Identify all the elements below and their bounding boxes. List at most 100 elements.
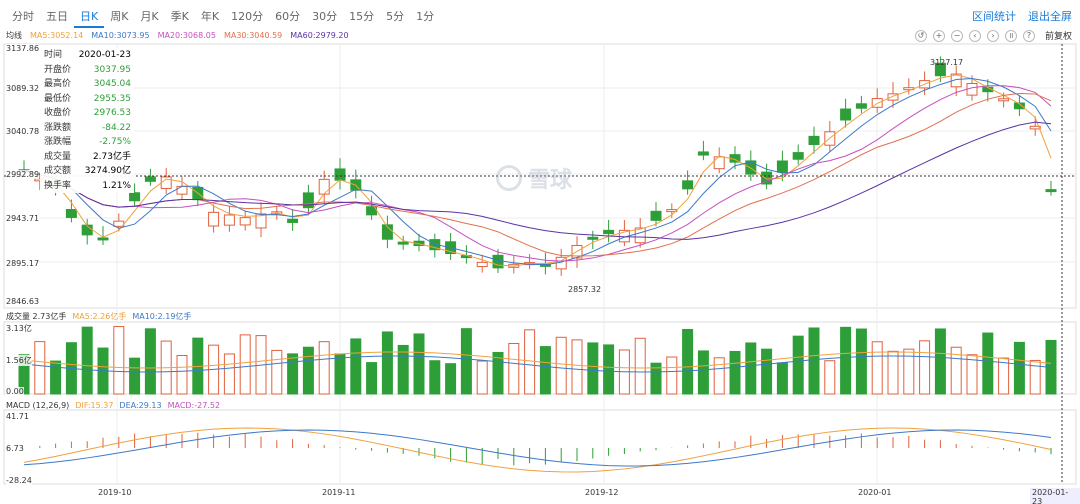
candle: [745, 160, 757, 175]
volume-bar: [603, 344, 615, 395]
tooltip-amount: 3274.90亿: [84, 166, 131, 176]
range-stats-link[interactable]: 区间统计: [972, 10, 1016, 23]
tab-weekly[interactable]: 周K: [110, 10, 129, 23]
tab-15min[interactable]: 15分: [349, 10, 375, 23]
volume-bar: [761, 348, 773, 395]
macd-panel: [3, 409, 1077, 485]
vol-ma10-line: [23, 355, 1052, 373]
tooltip-volume: 2.73亿手: [92, 151, 131, 162]
volume-bar: [855, 328, 867, 395]
tab-120min[interactable]: 120分: [231, 10, 264, 23]
candle: [334, 168, 346, 181]
tab-yearly[interactable]: 年K: [200, 10, 220, 23]
candle: [998, 98, 1010, 102]
back-icon[interactable]: ↺: [914, 29, 927, 42]
candle: [129, 192, 141, 202]
candle: [302, 192, 314, 209]
x-label: 2019-11: [322, 488, 356, 497]
price-tick: 3040.78: [6, 127, 40, 136]
ma60-label: MA60:2979.20: [290, 31, 349, 40]
price-tick: 2846.63: [6, 297, 40, 306]
zoom-in-icon[interactable]: +: [932, 29, 945, 42]
ma-legend: 均线 MA5:3052.14 MA10:3073.95 MA20:3068.05…: [6, 30, 349, 42]
volume-bar: [429, 360, 441, 395]
candle: [603, 229, 615, 235]
macd-tick: 41.71: [6, 412, 29, 421]
tab-1min[interactable]: 1分: [416, 10, 435, 23]
candle: [255, 213, 267, 229]
help-icon[interactable]: ?: [1022, 29, 1035, 42]
volume-bar: [587, 342, 599, 395]
tab-60min[interactable]: 60分: [275, 10, 301, 23]
volume-bar: [223, 353, 235, 395]
tab-30min[interactable]: 30分: [312, 10, 338, 23]
volume-bar: [1029, 359, 1041, 395]
candle: [1045, 189, 1057, 193]
candle: [476, 261, 488, 268]
tab-monthly[interactable]: 月K: [140, 10, 159, 23]
volume-bar: [508, 342, 520, 395]
candle: [239, 217, 251, 226]
tab-daily[interactable]: 日K: [74, 8, 105, 28]
ma20-line: [23, 85, 1052, 262]
volume-bar: [919, 340, 931, 395]
volume-bar: [476, 360, 488, 395]
volume-bar: [745, 342, 757, 395]
prev-icon[interactable]: ‹: [968, 29, 981, 42]
candle: [287, 218, 299, 223]
tooltip-change: -84.22: [101, 122, 131, 133]
next-icon[interactable]: ›: [986, 29, 999, 42]
candle: [855, 103, 867, 109]
tooltip-high: 3045.04: [93, 79, 131, 89]
ma60-line: [23, 121, 1052, 240]
candle: [65, 209, 77, 218]
candle: [650, 210, 662, 221]
volume-bar: [792, 335, 804, 395]
candle: [792, 152, 804, 160]
high-annotation: 3127.17: [930, 58, 964, 67]
vol-ma5-line: [23, 351, 1052, 369]
period-tabs: 分时 五日 日K 周K 月K 季K 年K 120分 60分 30分 15分 5分…: [6, 8, 440, 28]
tab-quarterly[interactable]: 季K: [170, 10, 189, 23]
volume-bar: [871, 341, 883, 395]
ma5-line: [23, 74, 1052, 267]
candle: [223, 214, 235, 226]
volume-tick: 0.00: [6, 387, 24, 396]
tab-5day[interactable]: 五日: [46, 10, 68, 23]
tab-timeshare[interactable]: 分时: [12, 10, 34, 23]
exit-fullscreen-link[interactable]: 退出全屏: [1028, 10, 1072, 23]
price-tick: 2992.89: [6, 170, 40, 179]
tooltip-date: 2020-01-23: [78, 50, 131, 60]
adjust-dropdown[interactable]: 前复权: [1044, 32, 1072, 42]
volume-bar: [350, 338, 362, 395]
volume-bar: [824, 360, 836, 395]
volume-bar: [966, 354, 978, 395]
candle: [697, 151, 709, 156]
volume-bar: [808, 327, 820, 395]
volume-bar: [524, 329, 536, 395]
xueqiu-watermark: 雪球: [496, 162, 572, 194]
watermark-logo-icon: [496, 165, 522, 191]
volume-bar: [903, 348, 915, 395]
ma10-line: [23, 77, 1052, 266]
volume-bar: [34, 341, 46, 395]
pause-icon[interactable]: ॥: [1004, 29, 1017, 42]
volume-bar: [129, 357, 141, 395]
candle: [318, 178, 330, 195]
candle: [634, 227, 646, 244]
candle: [934, 62, 946, 77]
x-label: 2020-01: [858, 488, 892, 497]
price-tick: 3137.86: [6, 44, 40, 53]
candle: [144, 176, 156, 182]
candle: [208, 211, 220, 227]
volume-bar: [666, 356, 678, 395]
x-label-current: 2020-01-23: [1030, 488, 1080, 504]
ma10-label: MA10:3073.95: [91, 31, 150, 40]
volume-bar: [445, 363, 457, 395]
ma-title: 均线: [6, 31, 22, 40]
volume-bar: [334, 353, 346, 395]
ohlc-tooltip: 时间 2020-01-23 开盘价 3037.95 最高价 3045.04 最低价 29…: [40, 48, 134, 193]
tab-5min[interactable]: 5分: [386, 10, 405, 23]
zoom-out-icon[interactable]: −: [950, 29, 963, 42]
